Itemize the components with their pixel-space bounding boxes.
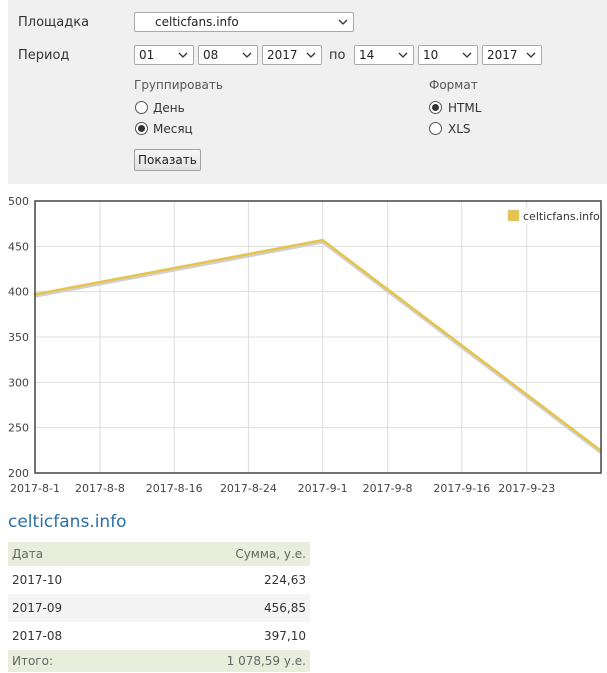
table-header-row: Дата Сумма, у.е. [8, 542, 310, 566]
report-table: Дата Сумма, у.е. 2017-10 224,63 2017-09 … [8, 542, 310, 672]
x-tick-label: 2017-9-16 [433, 482, 490, 495]
y-tick-label: 350 [8, 331, 29, 344]
plot-border [34, 200, 602, 474]
row-sum: 224,63 [128, 566, 310, 594]
from-year-value: 2017 [267, 48, 298, 62]
to-month-select[interactable]: 10 [418, 45, 478, 65]
format-xls-label: XLS [448, 122, 471, 136]
from-day-value: 01 [139, 48, 155, 62]
table-total-row: Итого: 1 078,59 у.е. [8, 650, 310, 672]
x-tick-label: 2017-8-1 [10, 482, 60, 495]
format-xls-radio[interactable] [429, 122, 442, 135]
total-label: Итого: [8, 650, 129, 672]
y-tick-label: 400 [8, 286, 29, 299]
y-tick-label: 200 [8, 467, 29, 480]
revenue-line-chart: 200 250 300 350 400 450 500 2017-8-1 2017-8-8 201… [8, 195, 603, 495]
from-month-select[interactable]: 08 [198, 45, 258, 65]
total-value: 1 078,59 у.е. [128, 650, 310, 672]
legend-box [506, 208, 594, 224]
chevron-down-icon [398, 52, 408, 58]
y-tick-label: 300 [8, 376, 29, 389]
from-year-select[interactable]: 2017 [262, 45, 322, 65]
format-html-label: HTML [448, 101, 482, 115]
x-tick-label: 2017-9-1 [298, 482, 348, 495]
legend-label: celticfans.info [523, 210, 600, 223]
data-point [321, 238, 324, 242]
row-sum: 397,10 [128, 622, 310, 650]
site-label: Площадка [18, 15, 90, 30]
row-sum: 456,85 [128, 594, 310, 622]
format-title: Формат [429, 78, 478, 92]
row-date: 2017-10 [8, 566, 129, 594]
chevron-down-icon [338, 19, 348, 25]
group-month-label: Месяц [153, 122, 193, 136]
to-day-value: 14 [359, 48, 375, 62]
group-day-label: День [153, 101, 185, 115]
to-month-value: 10 [423, 48, 439, 62]
x-tick-label: 2017-9-8 [363, 482, 413, 495]
to-year-select[interactable]: 2017 [482, 45, 542, 65]
x-tick-label: 2017-8-8 [75, 482, 125, 495]
period-label: Период [18, 48, 70, 63]
legend-swatch [507, 209, 520, 222]
from-month-value: 08 [203, 48, 219, 62]
from-day-select[interactable]: 01 [134, 45, 194, 65]
group-title: Группировать [134, 78, 223, 92]
col-sum-header: Сумма, у.е. [128, 542, 310, 566]
table-row: 2017-09 456,85 [8, 594, 310, 622]
to-year-value: 2017 [487, 48, 518, 62]
format-html-radio[interactable] [429, 101, 442, 114]
to-label: по [329, 48, 346, 63]
group-day-radio[interactable] [135, 101, 148, 114]
row-date: 2017-09 [8, 594, 129, 622]
chevron-down-icon [462, 52, 472, 58]
chevron-down-icon [526, 52, 536, 58]
y-tick-label: 500 [8, 195, 29, 208]
series-line-shadow [34, 240, 602, 454]
x-tick-label: 2017-8-16 [146, 482, 203, 495]
chevron-down-icon [242, 52, 252, 58]
chevron-down-icon [178, 52, 188, 58]
report-site-title: celticfans.info [8, 512, 127, 532]
y-tick-label: 450 [8, 240, 29, 253]
x-tick-label: 2017-8-24 [220, 482, 277, 495]
row-date: 2017-08 [8, 622, 129, 650]
site-select-value: celticfans.info [155, 15, 239, 29]
group-month-radio[interactable] [135, 122, 148, 135]
filter-panel: Площадка celticfans.info Период 01 08 20… [8, 0, 607, 184]
col-date-header: Дата [8, 542, 129, 566]
site-select[interactable]: celticfans.info [134, 12, 354, 32]
to-day-select[interactable]: 14 [354, 45, 414, 65]
table-row: 2017-10 224,63 [8, 566, 310, 594]
show-button[interactable]: Показать [134, 149, 201, 171]
chevron-down-icon [306, 52, 316, 58]
y-tick-label: 250 [8, 422, 29, 435]
x-tick-label: 2017-9-23 [498, 482, 555, 495]
table-row: 2017-08 397,10 [8, 622, 310, 650]
